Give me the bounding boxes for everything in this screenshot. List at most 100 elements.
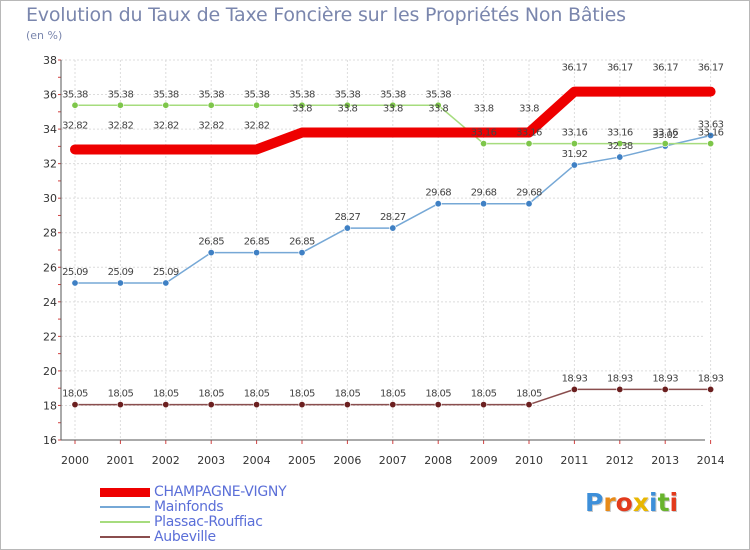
series-point-plassac-rouffiac-2010 (525, 140, 533, 148)
series-point-aubeville-2006 (343, 401, 351, 409)
data-label-champagne-vigny-2012: 36.17 (607, 63, 633, 74)
data-label-mainfonds-2008: 29.68 (425, 188, 451, 199)
data-label-plassac-rouffiac-2013: 33.16 (652, 128, 678, 139)
series-point-mainfonds-2003 (207, 249, 215, 257)
x-tick-label-2007: 2007 (379, 454, 407, 467)
data-label-aubeville-2002: 18.05 (153, 389, 179, 400)
data-label-aubeville-2007: 18.05 (380, 389, 406, 400)
data-label-plassac-rouffiac-2010: 33.16 (516, 128, 542, 139)
data-label-champagne-vigny-2003: 32.82 (198, 120, 224, 131)
x-tick-label-2003: 2003 (197, 454, 225, 467)
data-label-mainfonds-2014: 33.63 (698, 119, 724, 130)
data-label-aubeville-2009: 18.05 (471, 389, 497, 400)
data-label-aubeville-2011: 18.93 (562, 373, 588, 384)
data-label-plassac-rouffiac-2006: 35.38 (335, 89, 361, 100)
y-tick-label-16: 16 (43, 434, 57, 447)
series-point-mainfonds-2004 (253, 249, 261, 257)
axis-layer: 16 18 20 22 24 26 28 30 32 34 36 38 2000 2001 2002 2003… (43, 54, 725, 467)
data-label-mainfonds-2009: 29.68 (471, 188, 497, 199)
data-label-aubeville-2012: 18.93 (607, 373, 633, 384)
series-point-aubeville-2011 (570, 385, 578, 393)
legend-label-aubeville: Aubeville (154, 529, 216, 545)
series-point-mainfonds-2009 (480, 200, 488, 208)
y-tick-label-34: 34 (43, 123, 57, 136)
legend-label-plassac-rouffiac: Plassac-Rouffiac (154, 514, 263, 530)
data-label-champagne-vigny-2007: 33.8 (383, 104, 403, 115)
x-tick-label-2001: 2001 (106, 454, 134, 467)
data-label-plassac-rouffiac-2000: 35.38 (62, 89, 88, 100)
series-point-aubeville-2004 (253, 401, 261, 409)
data-label-mainfonds-2010: 29.68 (516, 188, 542, 199)
y-tick-label-32: 32 (43, 158, 57, 171)
legend-swatch-aubeville (100, 536, 150, 538)
data-label-champagne-vigny-2008: 33.8 (428, 104, 448, 115)
y-tick-label-22: 22 (43, 330, 57, 343)
x-tick-label-2013: 2013 (651, 454, 679, 467)
legend-label-mainfonds: Mainfonds (154, 499, 224, 515)
x-tick-label-2002: 2002 (152, 454, 180, 467)
data-label-mainfonds-2013: 33.02 (652, 130, 678, 141)
data-label-aubeville-2006: 18.05 (335, 389, 361, 400)
data-label-champagne-vigny-2004: 32.82 (244, 120, 270, 131)
series-point-aubeville-2001 (116, 401, 124, 409)
data-label-plassac-rouffiac-2001: 35.38 (108, 89, 134, 100)
data-label-mainfonds-2002: 25.09 (153, 267, 179, 278)
series-point-mainfonds-2014 (707, 131, 715, 139)
series-point-mainfonds-2012 (616, 153, 624, 161)
series-point-plassac-rouffiac-2006 (343, 101, 351, 109)
data-label-aubeville-2014: 18.93 (698, 373, 724, 384)
data-label-aubeville-2004: 18.05 (244, 389, 270, 400)
y-tick-label-36: 36 (43, 89, 57, 102)
data-label-aubeville-2001: 18.05 (108, 389, 134, 400)
series-point-mainfonds-2008 (434, 200, 442, 208)
data-label-aubeville-2000: 18.05 (62, 389, 88, 400)
data-label-aubeville-2013: 18.93 (652, 373, 678, 384)
series-point-aubeville-2002 (162, 401, 170, 409)
series-point-plassac-rouffiac-2004 (253, 101, 261, 109)
data-label-champagne-vigny-2011: 36.17 (562, 63, 588, 74)
series-line-champagne-vigny (70, 86, 716, 155)
series-point-plassac-rouffiac-2008 (434, 101, 442, 109)
x-tick-label-2010: 2010 (515, 454, 543, 467)
legend-swatch-plassac-rouffiac (100, 521, 150, 523)
y-axis-unit-label: (en %) (26, 29, 63, 42)
series-point-plassac-rouffiac-2009 (480, 140, 488, 148)
data-label-aubeville-2003: 18.05 (198, 389, 224, 400)
chart-title: Evolution du Taux de Taxe Foncière sur l… (26, 4, 626, 26)
series-point-mainfonds-2005 (298, 249, 306, 257)
series-point-plassac-rouffiac-2002 (162, 101, 170, 109)
series-point-mainfonds-2002 (162, 279, 170, 287)
data-label-mainfonds-2007: 28.27 (380, 212, 406, 223)
legend-swatch-champagne-vigny (100, 487, 150, 497)
y-tick-label-20: 20 (43, 365, 57, 378)
y-tick-label-24: 24 (43, 296, 57, 309)
series-point-plassac-rouffiac-2007 (389, 101, 397, 109)
data-label-champagne-vigny-2013: 36.17 (652, 63, 678, 74)
series-point-plassac-rouffiac-2005 (298, 101, 306, 109)
y-tick-label-30: 30 (43, 192, 57, 205)
legend-label-champagne-vigny: CHAMPAGNE-VIGNY (154, 484, 287, 500)
series-point-plassac-rouffiac-2014 (707, 140, 715, 148)
series-point-aubeville-2009 (480, 401, 488, 409)
series-point-aubeville-2010 (525, 401, 533, 409)
series-point-aubeville-2012 (616, 385, 624, 393)
data-label-champagne-vigny-2010: 33.8 (519, 104, 539, 115)
series-layer (70, 86, 716, 409)
x-tick-label-2008: 2008 (424, 454, 452, 467)
data-label-mainfonds-2000: 25.09 (62, 267, 88, 278)
series-point-aubeville-2013 (661, 385, 669, 393)
x-tick-label-2009: 2009 (470, 454, 498, 467)
x-tick-label-2005: 2005 (288, 454, 316, 467)
data-label-layer: 25.09 25.09 25.09 26.85 26.85 26.85 28.27 28.27… (62, 63, 724, 400)
data-label-mainfonds-2001: 25.09 (108, 267, 134, 278)
data-label-mainfonds-2004: 26.85 (244, 237, 270, 248)
data-label-aubeville-2008: 18.05 (425, 389, 451, 400)
data-label-champagne-vigny-2009: 33.8 (474, 104, 494, 115)
data-label-plassac-rouffiac-2005: 35.38 (289, 89, 315, 100)
data-label-plassac-rouffiac-2009: 33.16 (471, 128, 497, 139)
x-tick-label-2011: 2011 (560, 454, 588, 467)
series-point-plassac-rouffiac-2011 (570, 140, 578, 148)
x-tick-label-2012: 2012 (606, 454, 634, 467)
series-point-aubeville-2003 (207, 401, 215, 409)
